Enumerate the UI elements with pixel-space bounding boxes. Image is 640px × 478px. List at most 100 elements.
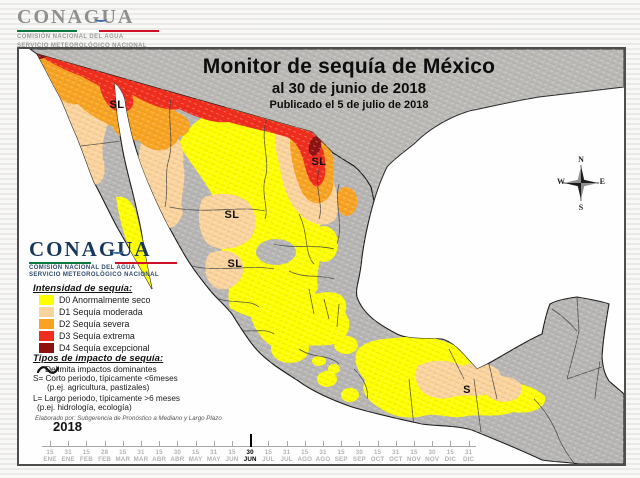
- timeline-tick: [250, 434, 253, 447]
- terrain-texture: [30, 49, 624, 201]
- timeline-tick: [195, 441, 197, 447]
- timeline-year-label: 2018: [53, 419, 82, 434]
- timeline-tick: [450, 441, 452, 447]
- timeline-tick-month: SEP: [334, 456, 348, 463]
- timeline-tick-day: 31: [319, 449, 327, 456]
- timeline-tick-month: ABR: [170, 456, 185, 463]
- timeline-tick-day: 15: [373, 449, 382, 456]
- legend-logo-line1: COMISIÓN NACIONAL DEL AGUA: [29, 265, 136, 271]
- timeline-tick-month: MAR: [133, 456, 149, 463]
- legend-impact-l-line1: L= Largo periodo, típicamente >6 meses: [33, 394, 181, 403]
- timeline-tick-day: 31: [282, 449, 291, 456]
- map-title-block: Monitor de sequía de México al 30 de jun…: [179, 55, 519, 111]
- header-logo-line1: COMISIÓN NACIONAL DEL AGUA: [17, 34, 124, 40]
- timeline-tick-month: DIC: [462, 456, 475, 463]
- map-subtitle: al 30 de junio de 2018: [271, 80, 427, 97]
- legend-class-row: D3 Sequía extrema: [39, 330, 150, 342]
- timeline-tick-day: 15: [155, 449, 163, 456]
- timeline-tick: [323, 441, 324, 447]
- mexico-map-svg: [29, 49, 624, 464]
- legend-class-label: D3 Sequía extrema: [59, 331, 135, 341]
- timeline-tick-month: NOV: [406, 456, 421, 463]
- timeline-tick: [122, 441, 124, 447]
- timeline-tick-day: 15: [337, 449, 345, 456]
- legend-class-label: D2 Sequía severa: [59, 319, 130, 329]
- compass-east-label: E: [599, 177, 605, 186]
- timeline-tick-month: DIC: [444, 456, 457, 463]
- logo-wave-icon: [95, 16, 107, 22]
- timeline-tick: [468, 441, 470, 447]
- timeline-tick-day: 30: [355, 449, 364, 456]
- squiggle-line-icon: [37, 366, 59, 374]
- timeline-tick-month: FEB: [98, 456, 112, 463]
- compass-west-label: W: [557, 177, 565, 186]
- timeline: 15 ENE 31 ENE 15 FEB 28 FEB 15 MAR 31 MAR 15 ABR 30 ABR…: [19, 434, 624, 464]
- impact-zone-label: SL: [109, 99, 125, 111]
- legend-flag-rule: [29, 262, 177, 264]
- legend-class-label: D1 Sequía moderada: [59, 307, 143, 317]
- timeline-tick: [395, 441, 397, 447]
- legend-impact-s-line1: S= Corto periodo, típicamente <6meses: [33, 374, 178, 383]
- legend-class-row: D0 Anormalmente seco: [39, 294, 150, 306]
- timeline-tick: [286, 441, 288, 447]
- timeline-tick-day: 15: [264, 449, 273, 456]
- timeline-tick-day: 31: [392, 449, 400, 456]
- timeline-tick: [268, 441, 270, 447]
- timeline-tick: [414, 441, 415, 447]
- timeline-tick: [104, 441, 106, 447]
- map-title: Monitor de sequía de México: [202, 55, 496, 78]
- legend-class-row: D4 Sequía excepcional: [39, 342, 150, 354]
- timeline-tick-day: 31: [464, 449, 473, 456]
- drought-map-panel: Monitor de sequía de México al 30 de jun…: [17, 47, 626, 466]
- timeline-tick-day: 15: [191, 449, 200, 456]
- legend-impact-l-line2: (p.ej. hidrología, ecología): [37, 403, 132, 412]
- timeline-tick-day: 31: [137, 449, 145, 456]
- legend-conagua-wordmark: CONAGUA: [29, 237, 152, 261]
- timeline-tick-month: OCT: [370, 456, 385, 463]
- timeline-tick-month: AGO: [315, 456, 331, 463]
- timeline-tick-month: MAY: [188, 456, 203, 463]
- timeline-tick: [68, 441, 70, 447]
- legend-class-label: D4 Sequía excepcional: [59, 343, 150, 353]
- legend-color-swatch: [39, 307, 54, 317]
- timeline-tick-day: 15: [228, 449, 236, 456]
- timeline-tick: [177, 441, 179, 447]
- timeline-tick-day: 30: [428, 449, 436, 456]
- legend-class-row: D2 Sequía severa: [39, 318, 150, 330]
- compass-rose: N S W E: [557, 155, 605, 213]
- timeline-tick-month: JUN: [243, 456, 257, 463]
- timeline-axis: [42, 446, 476, 447]
- timeline-tick-month: NOV: [425, 456, 440, 463]
- timeline-tick: [213, 441, 215, 447]
- timeline-tick-month: ABR: [152, 456, 167, 463]
- timeline-tick-day: 30: [173, 449, 182, 456]
- timeline-tick-month: FEB: [79, 456, 93, 463]
- timeline-tick: [432, 441, 434, 447]
- timeline-tick-day: 15: [82, 449, 91, 456]
- timeline-tick: [50, 441, 51, 447]
- timeline-tick-month: JUN: [225, 456, 239, 463]
- timeline-tick-day: 15: [301, 449, 309, 456]
- timeline-tick-day: 30: [246, 449, 254, 456]
- legend-color-swatch: [39, 343, 54, 353]
- timeline-tick: [304, 441, 306, 447]
- header-logo-line2: SERVICIO METEOROLÓGICO NACIONAL: [17, 43, 147, 49]
- impact-zone-label: SL: [224, 209, 240, 221]
- timeline-tick: [359, 441, 361, 447]
- timeline-tick: [232, 441, 233, 447]
- mexico-flag-rule: [17, 30, 159, 32]
- timeline-tick-month: OCT: [388, 456, 403, 463]
- timeline-tick-month: ENE: [61, 456, 75, 463]
- timeline-tick-day: 28: [100, 449, 109, 456]
- timeline-tick-day: 31: [210, 449, 218, 456]
- map-published-date: Publicado el 5 de julio de 2018: [269, 99, 429, 111]
- timeline-tick-day: 15: [119, 449, 127, 456]
- timeline-tick-month: MAY: [206, 456, 221, 463]
- timeline-tick: [141, 441, 142, 447]
- legend-credit: Elaborado por: Subgerencia de Pronóstico…: [35, 415, 222, 422]
- legend-impact-symbol-label: Delimita impactos dominantes: [45, 364, 157, 374]
- legend-logo-line2: SERVICIO METEOROLÓGICO NACIONAL: [29, 272, 159, 278]
- legend-impact-s-line2: (p.ej. agricultura, pastizales): [47, 383, 150, 392]
- legend-color-swatch: [39, 331, 54, 341]
- timeline-tick: [341, 441, 343, 447]
